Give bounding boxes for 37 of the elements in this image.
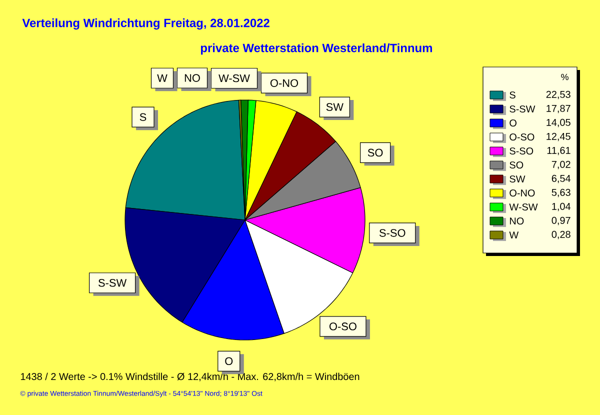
data-label: 5,63	[552, 188, 570, 198]
data-label: 22,53	[546, 90, 570, 100]
legend-label: O-NO	[510, 189, 535, 197]
legend-label: S-SW	[510, 105, 536, 113]
legend-title: %	[561, 74, 568, 80]
legend-label: O	[510, 119, 516, 127]
data-label: 0,97	[552, 216, 570, 226]
slice-label: S-SW	[98, 279, 127, 287]
legend-label: W	[509, 232, 519, 238]
slice-label: W-SW	[218, 74, 250, 82]
chart-title: Verteilung Windrichtung Freitag, 28.01.2022	[22, 18, 270, 30]
slice-label: S-SO	[379, 229, 406, 237]
category-label: W	[157, 74, 168, 82]
legend-label: O-SO	[510, 133, 534, 141]
data-label: 6,54	[552, 174, 571, 184]
legend-label: S-SO	[510, 147, 534, 155]
slice-label: O-SO	[329, 322, 356, 330]
legend-label: W-SW	[509, 203, 538, 211]
data-label: 0,28	[552, 230, 570, 240]
slice-label: O-NO	[270, 79, 298, 87]
data-label: 12,45	[546, 132, 570, 142]
legend-label: NO	[510, 217, 524, 225]
legend-label: SO	[510, 161, 524, 169]
slice-label: O	[225, 357, 233, 366]
slice-label: SW	[326, 103, 344, 111]
category-label: NO	[184, 74, 200, 82]
data-label: 14,05	[546, 118, 570, 128]
legend-label: S	[510, 91, 516, 99]
data-label: 17,87	[546, 104, 570, 114]
chart-subtitle: private Wetterstation Westerland/Tinnum	[200, 43, 432, 55]
data-label: 1,04	[552, 202, 571, 212]
slice-label: SO	[368, 148, 383, 157]
legend-label: SW	[510, 175, 526, 183]
data-label: 11,61	[547, 146, 570, 156]
text: 1438 / 2 Werte -> 0.1% Windstille - Ø 12,4km/h - Max. 62,8km/h = Windböen	[20, 372, 360, 382]
data-label: 7,02	[552, 160, 570, 170]
slice-label: S	[140, 113, 146, 121]
